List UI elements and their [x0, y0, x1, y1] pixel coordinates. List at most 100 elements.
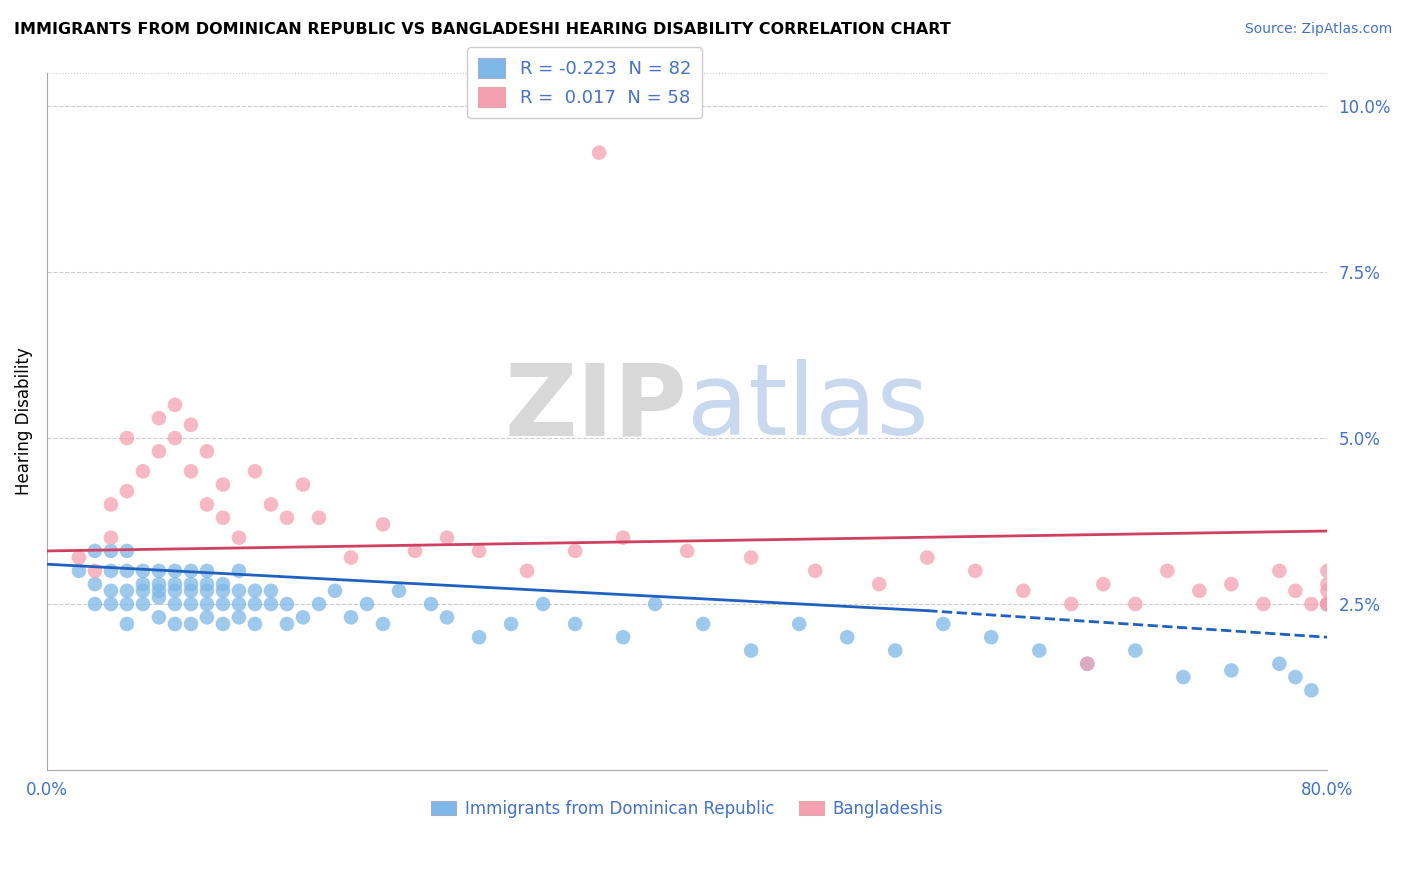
Point — [115, 597, 138, 611]
Point — [67, 564, 90, 578]
Point — [195, 564, 218, 578]
Point — [371, 617, 394, 632]
Point — [837, 630, 859, 644]
Point — [148, 564, 170, 578]
Point — [644, 597, 666, 611]
Point — [243, 464, 266, 478]
Point — [100, 564, 122, 578]
Point — [163, 564, 186, 578]
Point — [932, 617, 955, 632]
Point — [404, 544, 426, 558]
Point — [180, 617, 202, 632]
Point — [132, 583, 155, 598]
Point — [1220, 577, 1243, 591]
Point — [195, 498, 218, 512]
Point — [115, 564, 138, 578]
Text: atlas: atlas — [688, 359, 929, 456]
Point — [115, 544, 138, 558]
Point — [228, 610, 250, 624]
Point — [1188, 583, 1211, 598]
Point — [195, 597, 218, 611]
Point — [163, 617, 186, 632]
Point — [291, 610, 314, 624]
Point — [84, 564, 107, 578]
Point — [612, 531, 634, 545]
Point — [180, 577, 202, 591]
Point — [260, 583, 283, 598]
Point — [1284, 583, 1306, 598]
Point — [308, 510, 330, 524]
Point — [195, 583, 218, 598]
Point — [180, 597, 202, 611]
Point — [1028, 643, 1050, 657]
Point — [804, 564, 827, 578]
Point — [148, 591, 170, 605]
Point — [1316, 597, 1339, 611]
Point — [1316, 577, 1339, 591]
Point — [243, 597, 266, 611]
Point — [740, 643, 762, 657]
Point — [115, 484, 138, 499]
Point — [195, 610, 218, 624]
Point — [100, 498, 122, 512]
Point — [148, 583, 170, 598]
Point — [323, 583, 346, 598]
Point — [212, 597, 235, 611]
Point — [148, 610, 170, 624]
Point — [499, 617, 522, 632]
Point — [1076, 657, 1098, 671]
Point — [148, 577, 170, 591]
Point — [84, 577, 107, 591]
Point — [115, 617, 138, 632]
Point — [100, 597, 122, 611]
Point — [1316, 564, 1339, 578]
Point — [1301, 683, 1323, 698]
Text: IMMIGRANTS FROM DOMINICAN REPUBLIC VS BANGLADESHI HEARING DISABILITY CORRELATION: IMMIGRANTS FROM DOMINICAN REPUBLIC VS BA… — [14, 22, 950, 37]
Point — [84, 597, 107, 611]
Point — [228, 597, 250, 611]
Point — [276, 597, 298, 611]
Point — [1092, 577, 1115, 591]
Point — [676, 544, 699, 558]
Point — [291, 477, 314, 491]
Point — [260, 498, 283, 512]
Point — [371, 517, 394, 532]
Point — [243, 583, 266, 598]
Text: Source: ZipAtlas.com: Source: ZipAtlas.com — [1244, 22, 1392, 37]
Point — [163, 431, 186, 445]
Point — [588, 145, 610, 160]
Point — [308, 597, 330, 611]
Legend: Immigrants from Dominican Republic, Bangladeshis: Immigrants from Dominican Republic, Bang… — [425, 793, 949, 824]
Point — [243, 617, 266, 632]
Point — [868, 577, 890, 591]
Point — [1268, 564, 1291, 578]
Point — [67, 550, 90, 565]
Point — [340, 550, 363, 565]
Point — [1156, 564, 1178, 578]
Point — [1316, 597, 1339, 611]
Point — [212, 583, 235, 598]
Point — [228, 583, 250, 598]
Point — [163, 597, 186, 611]
Point — [115, 583, 138, 598]
Point — [1123, 597, 1146, 611]
Point — [1060, 597, 1083, 611]
Text: ZIP: ZIP — [505, 359, 688, 456]
Point — [195, 577, 218, 591]
Point — [1316, 583, 1339, 598]
Point — [132, 464, 155, 478]
Point — [100, 583, 122, 598]
Point — [436, 531, 458, 545]
Point — [340, 610, 363, 624]
Point — [100, 544, 122, 558]
Point — [148, 411, 170, 425]
Point — [1268, 657, 1291, 671]
Point — [1253, 597, 1275, 611]
Point — [148, 444, 170, 458]
Point — [132, 564, 155, 578]
Point — [564, 544, 586, 558]
Point — [276, 617, 298, 632]
Point — [180, 417, 202, 432]
Point — [468, 544, 491, 558]
Point — [195, 444, 218, 458]
